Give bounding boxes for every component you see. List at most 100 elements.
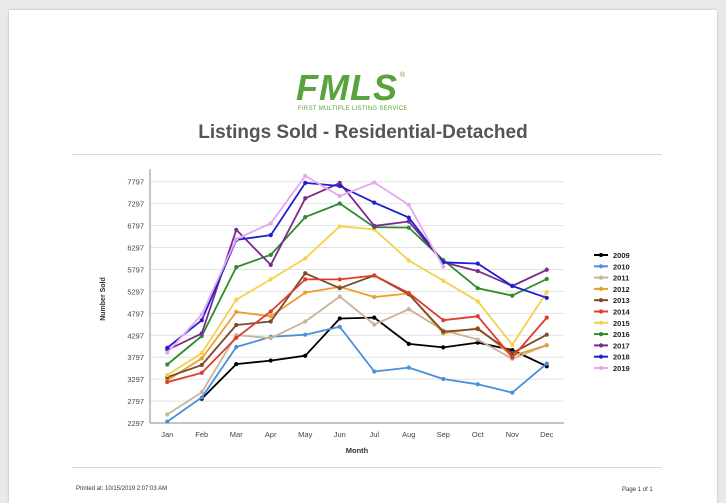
data-point-2013 — [199, 362, 204, 368]
legend-label-2011: 2011 — [613, 274, 629, 283]
data-point-2013 — [544, 332, 549, 337]
data-point-2010 — [406, 365, 411, 370]
data-point-2013 — [268, 319, 273, 324]
data-point-2015 — [234, 297, 239, 302]
legend-label-2019: 2019 — [613, 364, 630, 373]
legend-marker-2014 — [598, 309, 604, 314]
x-axis-title: Month — [346, 446, 369, 455]
data-point-2019 — [268, 221, 273, 226]
data-point-2009 — [234, 361, 239, 367]
data-point-2017 — [475, 268, 480, 274]
data-point-2018 — [165, 345, 170, 350]
data-point-2016 — [303, 215, 308, 220]
x-tick-label: Apr — [265, 430, 277, 439]
data-point-2014 — [303, 277, 308, 282]
logo-wordmark: FMLS — [296, 67, 398, 108]
data-point-2017 — [337, 180, 342, 185]
data-point-2018 — [475, 261, 480, 266]
series-line-2012 — [166, 286, 548, 382]
data-point-2011 — [372, 322, 377, 327]
legend-marker-2019 — [598, 365, 604, 371]
data-point-2017 — [544, 267, 549, 272]
data-point-2011 — [337, 294, 342, 299]
data-point-2014 — [199, 370, 204, 375]
data-point-2018 — [199, 318, 204, 323]
y-tick-label: 2797 — [127, 397, 144, 406]
y-tick-label: 3797 — [127, 353, 144, 362]
data-point-2009 — [406, 341, 411, 347]
data-point-2010 — [372, 369, 377, 374]
legend-label-2018: 2018 — [613, 353, 630, 362]
data-point-2013 — [234, 322, 239, 328]
data-point-2019 — [441, 264, 446, 269]
data-point-2012 — [268, 314, 273, 319]
data-point-2010 — [544, 361, 549, 366]
legend-marker-2015 — [598, 320, 604, 325]
data-point-2018 — [337, 183, 342, 189]
data-point-2012 — [303, 290, 308, 295]
data-point-2015 — [268, 277, 273, 282]
data-point-2016 — [406, 225, 411, 230]
series-line-2019 — [166, 175, 445, 354]
fmls-logo: FMLS ® FIRST MULTIPLE LISTING SERVICE — [296, 70, 436, 116]
y-tick-label: 6297 — [127, 244, 144, 253]
data-point-2018 — [510, 283, 515, 289]
data-point-2017 — [406, 219, 411, 224]
y-tick-label: 5297 — [127, 287, 144, 296]
data-point-2017 — [372, 223, 377, 228]
legend-marker-2012 — [598, 286, 604, 291]
data-point-2015 — [441, 278, 446, 283]
x-tick-label: Jun — [334, 430, 346, 439]
data-point-2019 — [165, 350, 170, 355]
data-point-2015 — [337, 224, 342, 229]
legend-label-2009: 2009 — [613, 251, 630, 260]
logo-subtitle: FIRST MULTIPLE LISTING SERVICE — [298, 106, 408, 112]
data-point-2012 — [234, 309, 239, 314]
chart-frame: 2297 2797 3297 3797 4297 4797 5297 5797 6297 6797… — [72, 154, 662, 468]
chart-title: Listings Sold - Residential-Detached — [198, 122, 528, 143]
data-point-2009 — [441, 345, 446, 350]
data-point-2014 — [372, 273, 377, 278]
data-point-2015 — [165, 372, 170, 378]
data-point-2018 — [372, 200, 377, 205]
data-point-2014 — [337, 277, 342, 282]
series-line-2010 — [166, 325, 548, 423]
series-line-2015 — [166, 225, 548, 376]
data-point-2013 — [303, 271, 308, 276]
legend-label-2013: 2013 — [613, 296, 630, 305]
data-point-2010 — [475, 382, 480, 387]
logo-registered-mark: ® — [400, 72, 406, 79]
y-tick-label: 4297 — [127, 331, 144, 340]
data-point-2009 — [475, 340, 480, 345]
data-point-2018 — [406, 215, 411, 220]
data-point-2019 — [372, 180, 377, 185]
data-point-2012 — [544, 343, 549, 348]
legend-label-2017: 2017 — [613, 341, 630, 350]
data-point-2014 — [544, 315, 549, 320]
x-tick-label: May — [298, 430, 312, 439]
data-point-2014 — [441, 318, 446, 323]
series-line-2017 — [166, 182, 548, 351]
data-point-2011 — [165, 412, 170, 417]
series-line-2013 — [166, 272, 548, 379]
data-point-2009 — [303, 353, 308, 358]
y-tick-label: 7297 — [127, 200, 144, 209]
data-point-2013 — [337, 286, 342, 291]
data-point-2016 — [475, 286, 480, 291]
series-line-2016 — [166, 202, 548, 366]
data-point-2014 — [268, 309, 273, 314]
data-point-2011 — [475, 337, 480, 342]
data-point-2010 — [199, 395, 204, 400]
data-point-2015 — [475, 299, 480, 304]
data-point-2019 — [337, 193, 342, 199]
printed-at: Printed at: 10/15/2019 2:07:03 AM — [76, 486, 168, 492]
x-tick-label: Jul — [369, 430, 379, 439]
data-point-2010 — [337, 324, 342, 329]
data-point-2010 — [441, 376, 446, 382]
data-point-2009 — [337, 316, 342, 321]
data-point-2016 — [234, 265, 239, 270]
data-point-2009 — [372, 315, 377, 320]
legend-marker-2010 — [598, 264, 604, 269]
data-point-2018 — [268, 233, 273, 238]
data-point-2011 — [406, 307, 411, 312]
